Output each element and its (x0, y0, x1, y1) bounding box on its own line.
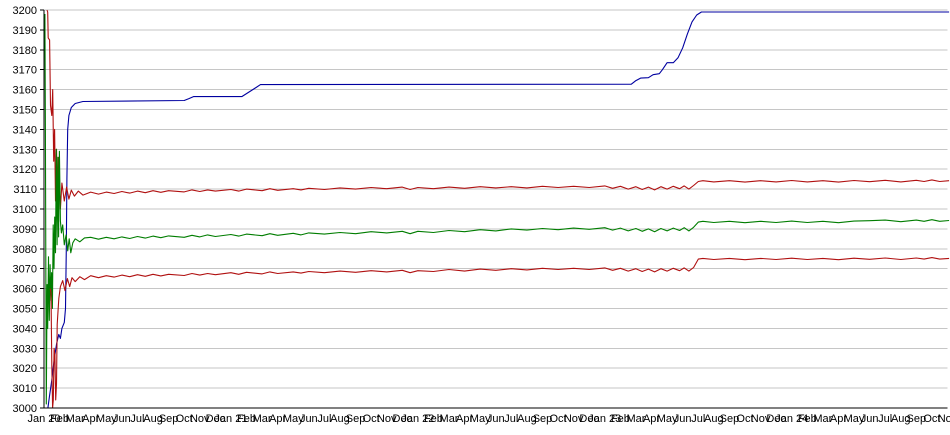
x-tick-label: Oct (363, 413, 380, 425)
y-tick-label: 3100 (13, 204, 37, 216)
y-tick-label: 3030 (13, 343, 37, 355)
x-tick-label: May (283, 413, 304, 425)
x-tick-label: May (470, 413, 491, 425)
x-tick-label: Mar (626, 413, 645, 425)
x-tick-label: Apr (456, 413, 473, 425)
y-tick-label: 3200 (13, 5, 37, 17)
y-tick-label: 3000 (13, 403, 37, 415)
y-tick-label: 3050 (13, 304, 37, 316)
x-tick-label: Jan 24 (775, 413, 808, 425)
x-tick-label: Apr (269, 413, 286, 425)
axes (40, 9, 948, 409)
x-tick-label: Jun (674, 413, 692, 425)
series-red-lower-line (49, 257, 950, 409)
x-tick-label: Nov (190, 413, 210, 425)
x-tick-label: Aug (891, 413, 911, 425)
y-tick-label: 3080 (13, 244, 37, 256)
x-tick-label: Jul (130, 413, 144, 425)
x-tick-label: Sep (907, 413, 927, 425)
x-tick-label: Jan 21 (214, 413, 247, 425)
x-tick-label: Jun (300, 413, 318, 425)
y-tick-label: 3020 (13, 363, 37, 375)
x-tick-label: Aug (704, 413, 724, 425)
x-tick-label: May (96, 413, 117, 425)
x-tick-label: May (844, 413, 865, 425)
x-tick-label: Feb (798, 413, 817, 425)
x-tick-label: Apr (82, 413, 99, 425)
x-tick-label: Feb (611, 413, 630, 425)
y-tick-label: 3040 (13, 323, 37, 335)
x-tick-label: Sep (159, 413, 179, 425)
x-tick-label: Jul (317, 413, 331, 425)
x-tick-label: Jan 23 (588, 413, 621, 425)
tick-labels: 3000 3010 3020 3030 3040 3050 3060 3070 3080 3090… (13, 5, 950, 425)
y-tick-label: 3090 (13, 224, 37, 236)
x-tick-label: Jun (113, 413, 131, 425)
x-tick-label: Feb (50, 413, 69, 425)
x-tick-label: Dec (579, 413, 599, 425)
x-tick-label: Nov (751, 413, 771, 425)
x-tick-label: Nov (564, 413, 584, 425)
y-tick-label: 3160 (13, 85, 37, 97)
series-blue-line (44, 11, 950, 409)
x-tick-label: Jun (487, 413, 505, 425)
x-tick-label: Aug (517, 413, 537, 425)
y-tick-label: 3130 (13, 144, 37, 156)
x-tick-label: Aug (330, 413, 350, 425)
x-tick-label: Oct (176, 413, 193, 425)
x-tick-label: Jan 22 (401, 413, 434, 425)
y-tick-label: 3060 (13, 284, 37, 296)
x-tick-label: Jul (878, 413, 892, 425)
x-tick-label: Apr (643, 413, 660, 425)
series-green-line (44, 13, 950, 405)
x-tick-label: Feb (237, 413, 256, 425)
y-tick-label: 3180 (13, 45, 37, 57)
x-tick-label: Dec (393, 413, 413, 425)
x-tick-label: Jul (691, 413, 705, 425)
series-red-upper-line (46, 9, 950, 210)
y-tick-label: 3150 (13, 105, 37, 117)
y-tick-label: 3170 (13, 65, 37, 77)
x-tick-label: Nov (938, 413, 950, 425)
x-tick-label: Mar (253, 413, 272, 425)
series-group (44, 9, 950, 409)
y-tick-label: 3010 (13, 383, 37, 395)
y-tick-label: 3190 (13, 25, 37, 37)
x-tick-label: Dec (766, 413, 786, 425)
y-tick-label: 3140 (13, 124, 37, 136)
x-tick-label: Aug (143, 413, 163, 425)
gridlines (44, 9, 948, 389)
x-tick-label: Sep (720, 413, 740, 425)
x-tick-label: May (657, 413, 678, 425)
x-tick-label: Apr (830, 413, 847, 425)
x-tick-label: Oct (923, 413, 940, 425)
x-tick-label: Mar (66, 413, 85, 425)
x-tick-label: Oct (736, 413, 753, 425)
x-tick-label: Mar (813, 413, 832, 425)
x-tick-label: Mar (440, 413, 459, 425)
x-tick-label: Nov (377, 413, 397, 425)
y-tick-label: 3070 (13, 264, 37, 276)
x-tick-label: Feb (424, 413, 443, 425)
y-tick-label: 3110 (13, 184, 37, 196)
x-tick-label: Oct (549, 413, 566, 425)
x-tick-label: Jan 20 (27, 413, 60, 425)
x-tick-label: Jun (861, 413, 879, 425)
y-tick-label: 3120 (13, 164, 37, 176)
x-tick-label: Dec (206, 413, 226, 425)
x-tick-label: Sep (533, 413, 553, 425)
x-tick-label: Sep (346, 413, 366, 425)
x-tick-label: Jul (504, 413, 518, 425)
